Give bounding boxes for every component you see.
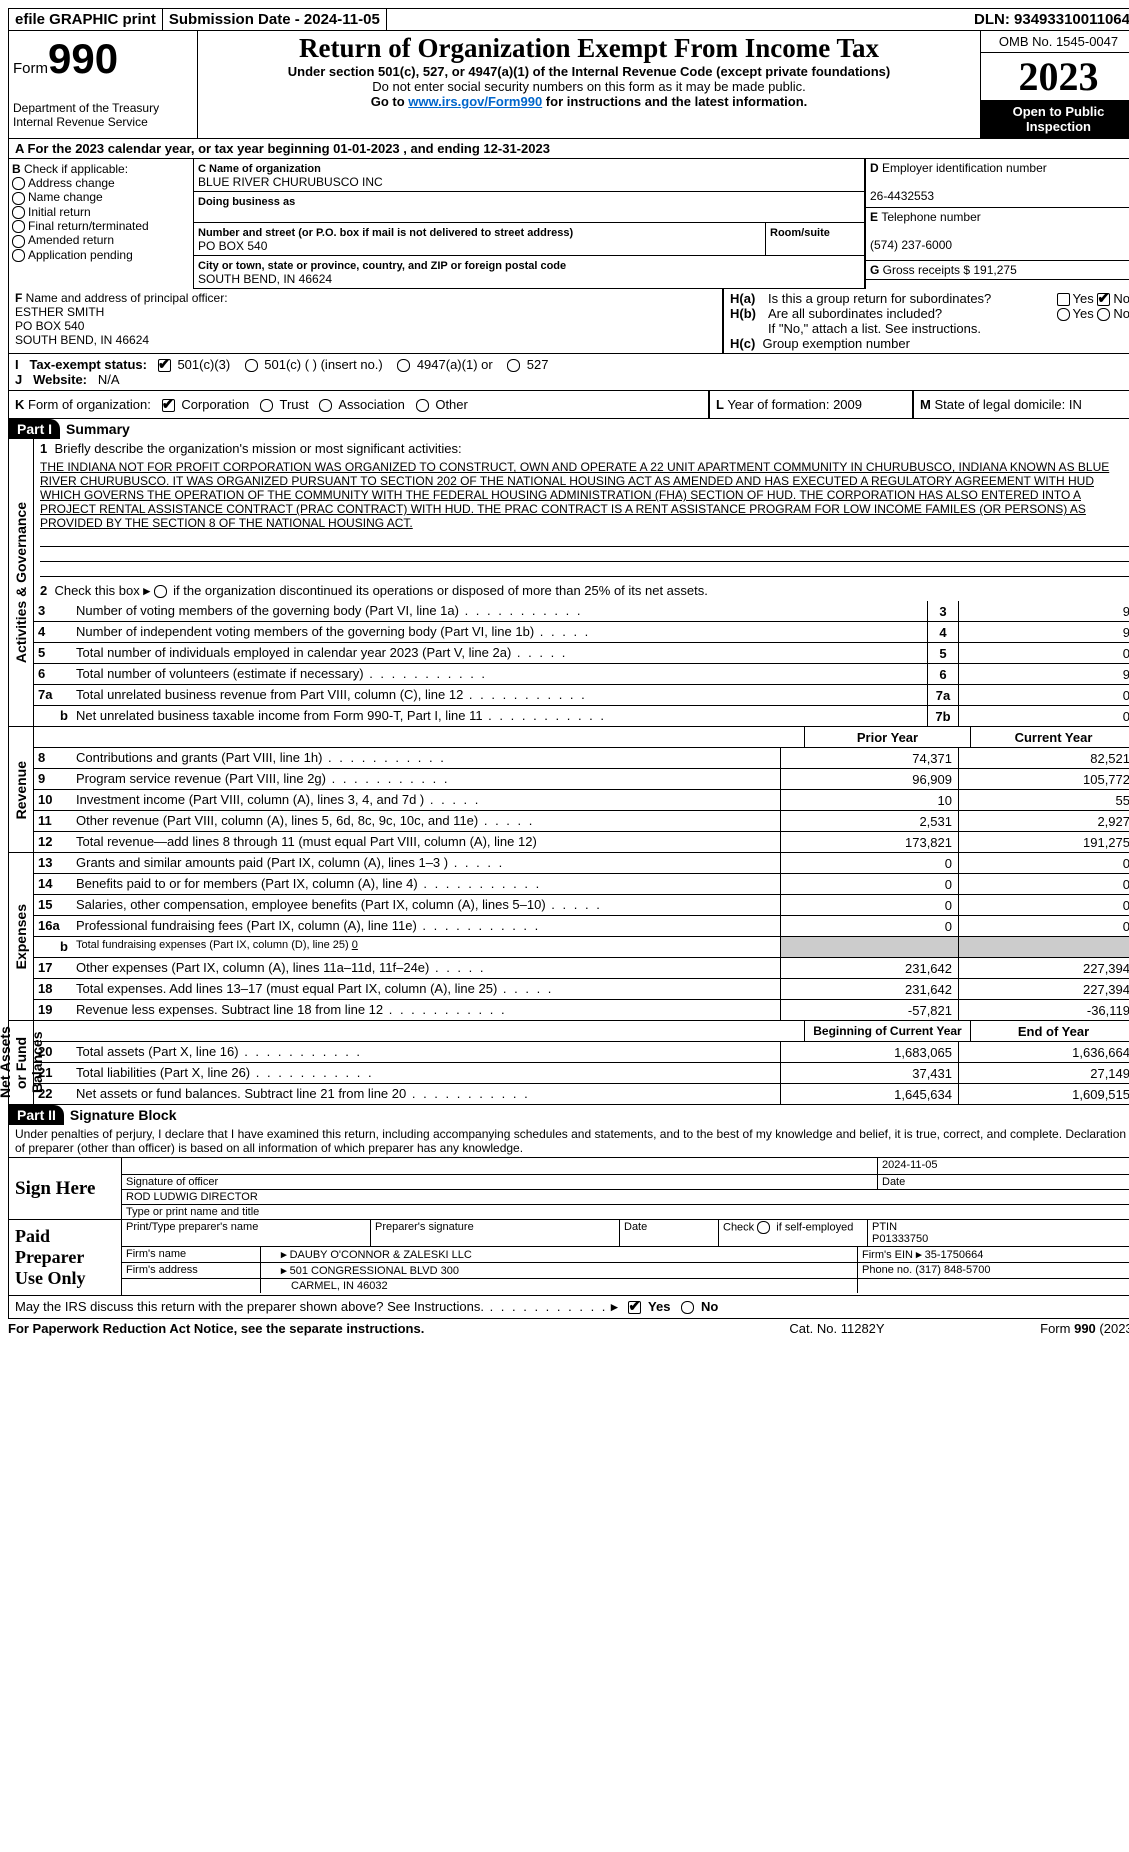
checkbox-amended[interactable]: [12, 235, 25, 248]
side-revenue: Revenue: [11, 757, 31, 823]
checkbox-initial-return[interactable]: [12, 206, 25, 219]
mission-text: THE INDIANA NOT FOR PROFIT CORPORATION W…: [34, 458, 1129, 532]
checkbox-hb-no[interactable]: [1097, 308, 1110, 321]
checkbox-address-change[interactable]: [12, 177, 25, 190]
signature-block: Under penalties of perjury, I declare th…: [8, 1125, 1129, 1319]
website: N/A: [98, 372, 120, 387]
val-6: 9: [958, 664, 1129, 684]
checkbox-line2[interactable]: [154, 585, 167, 598]
checkbox-self-employed[interactable]: [757, 1221, 770, 1234]
checkbox-ha-yes[interactable]: [1057, 293, 1070, 306]
sign-here-label: Sign Here: [9, 1158, 122, 1219]
section-ij: I Tax-exempt status: 501(c)(3) 501(c) ( …: [8, 354, 1129, 391]
governance-block: Activities & Governance 1 Briefly descri…: [8, 439, 1129, 727]
submission-date: Submission Date - 2024-11-05: [163, 9, 387, 30]
checkbox-501c[interactable]: [245, 359, 258, 372]
footer-left: For Paperwork Reduction Act Notice, see …: [8, 1321, 737, 1336]
checkbox-501c3[interactable]: [158, 359, 171, 372]
ein: 26-4432553: [870, 189, 934, 203]
header-right: OMB No. 1545-0047 2023 Open to Public In…: [981, 31, 1129, 138]
footer-center: Cat. No. 11282Y: [737, 1321, 937, 1336]
side-governance: Activities & Governance: [11, 498, 31, 667]
checkbox-corp[interactable]: [162, 399, 175, 412]
checkbox-trust[interactable]: [260, 399, 273, 412]
firm-address: 501 CONGRESSIONAL BLVD 300: [290, 1265, 459, 1277]
top-bar: efile GRAPHIC print Submission Date - 20…: [8, 8, 1129, 31]
form990-link[interactable]: www.irs.gov/Form990: [408, 94, 542, 109]
val-4: 9: [958, 622, 1129, 642]
ptin: P01333750: [872, 1233, 928, 1245]
perjury-text: Under penalties of perjury, I declare th…: [9, 1125, 1129, 1158]
netassets-block: Net Assets or Fund Balances Beginning of…: [8, 1021, 1129, 1105]
form-header: Form990 Department of the Treasury Inter…: [8, 31, 1129, 139]
officer-name: ESTHER SMITH: [15, 305, 104, 319]
year-formation: 2009: [833, 397, 862, 412]
part1-header: Part ISummary: [8, 419, 1129, 439]
col-b: B Check if applicable: Address change Na…: [9, 159, 194, 289]
header-left: Form990 Department of the Treasury Inter…: [9, 31, 198, 138]
side-expenses: Expenses: [11, 900, 31, 973]
officer-name-title: ROD LUDWIG DIRECTOR: [122, 1190, 1129, 1204]
expenses-block: Expenses 13Grants and similar amounts pa…: [8, 853, 1129, 1021]
footer-right: Form 990 (2023): [937, 1321, 1129, 1336]
efile-label: efile GRAPHIC print: [9, 9, 163, 30]
sig-date: 2024-11-05: [878, 1158, 1129, 1174]
section-bcdeg: B Check if applicable: Address change Na…: [8, 159, 1129, 289]
dept-treasury: Department of the Treasury: [13, 101, 193, 115]
org-name: BLUE RIVER CHURUBUSCO INC: [198, 175, 383, 189]
row-a: A For the 2023 calendar year, or tax yea…: [8, 139, 1129, 159]
form-word: Form: [13, 60, 48, 77]
checkbox-discuss-no[interactable]: [681, 1301, 694, 1314]
checkbox-discuss-yes[interactable]: [628, 1301, 641, 1314]
discuss-row: May the IRS discuss this return with the…: [9, 1296, 1129, 1318]
checkbox-name-change[interactable]: [12, 192, 25, 205]
revenue-block: Revenue Prior YearCurrent Year 8Contribu…: [8, 727, 1129, 853]
part2-header: Part IISignature Block: [8, 1105, 1129, 1125]
open-public: Open to Public Inspection: [981, 100, 1129, 138]
form-title: Return of Organization Exempt From Incom…: [204, 33, 974, 64]
checkbox-hb-yes[interactable]: [1057, 308, 1070, 321]
paid-preparer-label: Paid Preparer Use Only: [9, 1220, 122, 1295]
col-h: H(a)Is this a group return for subordina…: [723, 289, 1129, 353]
form-number: 990: [48, 35, 118, 82]
firm-name: DAUBY O'CONNOR & ZALESKI LLC: [290, 1249, 472, 1261]
checkbox-other[interactable]: [416, 399, 429, 412]
val-7b: 0: [958, 706, 1129, 726]
checkbox-assoc[interactable]: [319, 399, 332, 412]
col-f: F Name and address of principal officer:…: [9, 289, 723, 353]
omb-number: OMB No. 1545-0047: [981, 31, 1129, 53]
gross-receipts: 191,275: [973, 263, 1016, 277]
header-center: Return of Organization Exempt From Incom…: [198, 31, 981, 138]
dln: DLN: 93493310011064: [968, 9, 1129, 30]
checkbox-ha-no[interactable]: [1097, 293, 1110, 306]
tax-year: 2023: [981, 53, 1129, 100]
street: PO BOX 540: [198, 239, 267, 253]
checkbox-pending[interactable]: [12, 249, 25, 262]
firm-ein: 35-1750664: [925, 1249, 984, 1261]
subtitle-2: Do not enter social security numbers on …: [204, 79, 974, 94]
val-3: 9: [958, 601, 1129, 621]
checkbox-527[interactable]: [507, 359, 520, 372]
side-netassets: Net Assets or Fund Balances: [0, 1021, 47, 1104]
state-domicile: IN: [1069, 397, 1082, 412]
col-cg: C Name of organization BLUE RIVER CHURUB…: [194, 159, 1129, 289]
section-klm: K Form of organization: Corporation Trus…: [8, 391, 1129, 419]
section-fh: F Name and address of principal officer:…: [8, 289, 1129, 354]
val-5: 0: [958, 643, 1129, 663]
subtitle-1: Under section 501(c), 527, or 4947(a)(1)…: [204, 64, 974, 79]
firm-phone: (317) 848-5700: [915, 1264, 990, 1276]
irs-label: Internal Revenue Service: [13, 115, 193, 129]
telephone: (574) 237-6000: [870, 238, 952, 252]
checkbox-4947[interactable]: [397, 359, 410, 372]
checkbox-final-return[interactable]: [12, 220, 25, 233]
city-state-zip: SOUTH BEND, IN 46624: [198, 272, 332, 286]
subtitle-3: Go to www.irs.gov/Form990 for instructio…: [204, 94, 974, 109]
val-7a: 0: [958, 685, 1129, 705]
footer: For Paperwork Reduction Act Notice, see …: [8, 1319, 1129, 1336]
